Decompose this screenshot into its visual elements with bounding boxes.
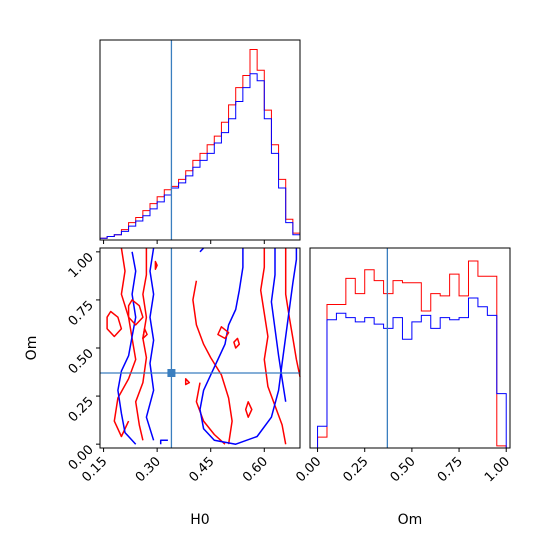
contour-blue [117,251,137,445]
h0-histogram-panel [99,39,301,244]
contour-blue [199,248,298,445]
om-hist-xtick-label: 0.75 [435,454,466,485]
contour-red [184,378,191,386]
om-axis-label: Om [24,336,40,361]
contour-red [154,260,158,270]
contour-lines [106,247,301,445]
contour-panel: 0.15 0.30 0.45 0.60 0.000.250.500.751.00 H0… [24,247,301,528]
contour-red [195,382,226,445]
om-hist-axis-label: Om [398,512,423,528]
contour-red [127,299,144,326]
contour-blue [145,247,155,441]
h0-histogram-frame [99,39,301,241]
om-hist-xtick-label: 0.25 [340,454,371,485]
h0-histogram-red [99,49,301,240]
contour-xtick-label: 0.30 [133,454,164,485]
contour-red [233,337,241,349]
contour-ytick-label: 1.00 [66,250,97,281]
truth-marker [167,369,176,377]
om-hist-xtick-label: 0.00 [293,454,324,485]
om-hist-xtick-label: 0.50 [388,454,419,485]
contour-ytick-label: 0.50 [66,346,97,377]
contour-xtick-label: 0.60 [240,454,271,485]
h0-histogram-blue [99,73,301,240]
contour-red [142,328,148,340]
contour-red [192,280,233,445]
contour-red [134,248,148,441]
om-histogram-frame [309,247,511,449]
contour-red [259,248,287,445]
contour-ytick-label: 0.25 [66,394,97,425]
contour-red [244,401,253,418]
contour-red [106,310,123,338]
contour-red [113,247,137,438]
contour-red [284,248,301,377]
contour-red [217,326,230,340]
contour-ytick-label: 0.75 [66,298,97,329]
om-histogram-panel: 0.00 0.25 0.50 0.75 1.00 Om [293,247,513,528]
om-histogram-red [317,260,507,448]
h0-axis-label: H0 [190,512,209,528]
contour-xtick-label: 0.45 [186,454,217,485]
contour-blue [159,439,168,445]
om-histogram-blue [317,297,507,448]
contour-blue [199,247,205,253]
contour-blue [270,248,287,402]
om-hist-xtick-label: 1.00 [482,454,513,485]
